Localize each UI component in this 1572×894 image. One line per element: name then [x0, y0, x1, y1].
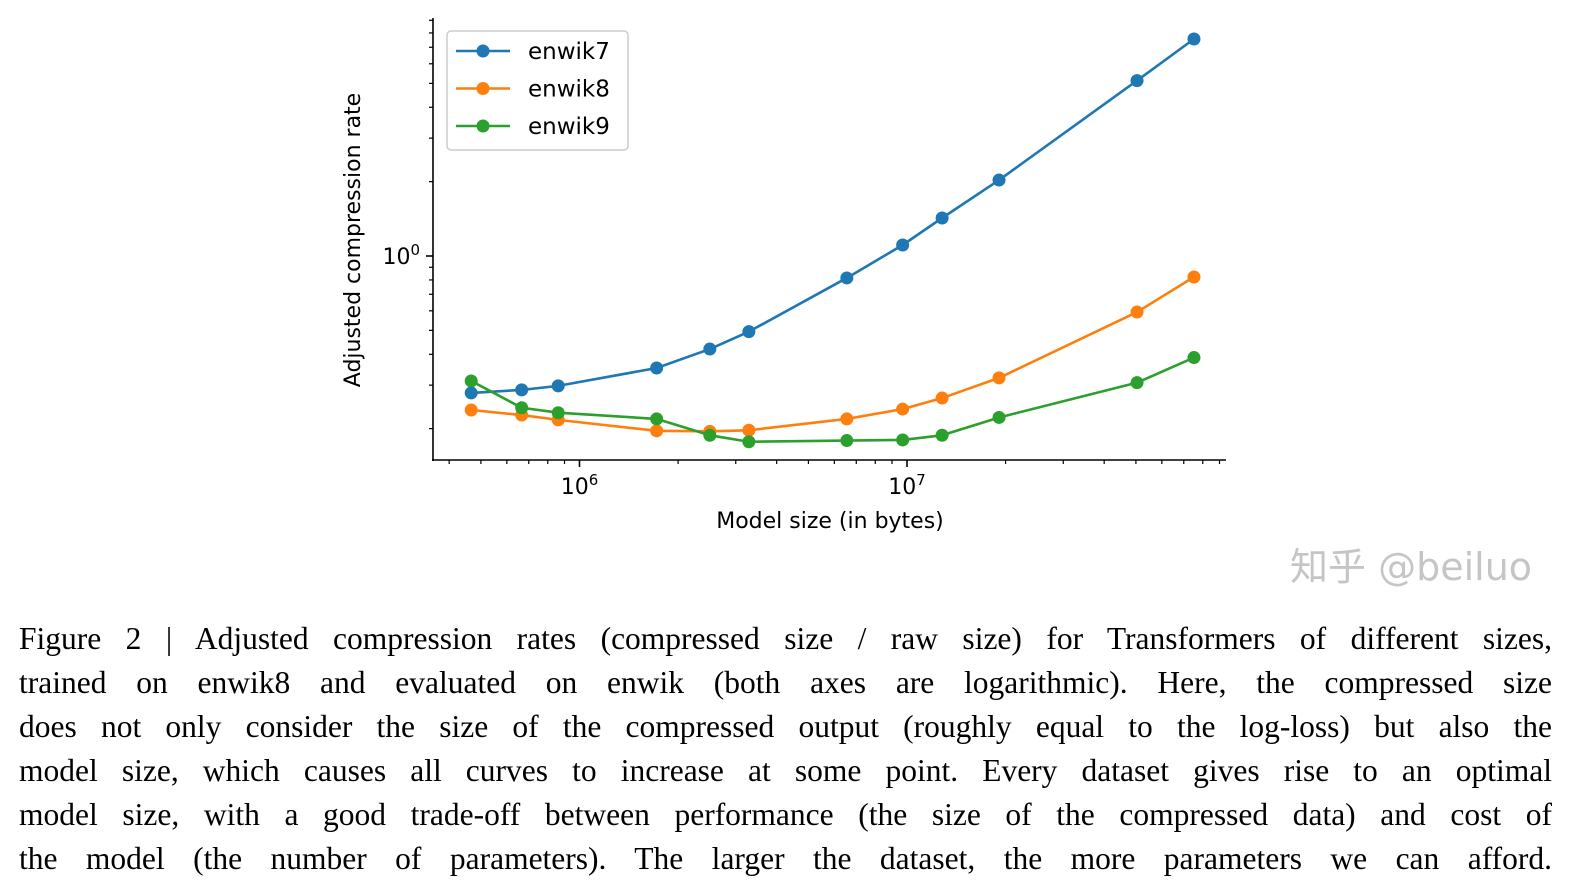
caption-line: the model (the number of parameters). Th… — [19, 841, 1552, 876]
data-point-enwik7 — [840, 271, 854, 285]
figure-caption: Figure 2 | Adjusted compression rates (c… — [19, 617, 1552, 881]
x-tick-label: 106 — [561, 471, 599, 500]
data-point-enwik8 — [840, 412, 854, 426]
x-tick-label-exponent: 7 — [916, 471, 926, 489]
data-point-enwik7 — [551, 379, 565, 393]
series-enwik8 — [464, 270, 1201, 438]
caption-line: does not only consider the size of the c… — [19, 709, 1552, 744]
data-point-enwik9 — [464, 374, 478, 388]
data-point-enwik8 — [896, 402, 910, 416]
data-point-enwik7 — [464, 386, 478, 400]
x-axis-label: Model size (in bytes) — [716, 509, 944, 534]
caption-line: trained on enwik8 and evaluated on enwik… — [19, 665, 1552, 700]
series-line-enwik8 — [471, 275, 1195, 433]
data-point-enwik7 — [935, 211, 949, 225]
data-point-enwik7 — [992, 173, 1006, 187]
data-point-enwik8 — [992, 371, 1006, 385]
data-point-enwik7 — [1187, 32, 1201, 46]
data-point-enwik9 — [703, 428, 717, 442]
caption-line: model size, which causes all curves to i… — [19, 753, 1552, 788]
caption-line: model size, with a good trade-off betwee… — [19, 797, 1552, 832]
data-point-enwik7 — [742, 325, 756, 339]
y-tick-label-base: 10 — [382, 245, 410, 270]
data-point-enwik9 — [896, 433, 910, 447]
x-tick-label: 107 — [888, 471, 926, 500]
data-point-enwik9 — [742, 435, 756, 449]
y-tick-label-exponent: 0 — [410, 241, 420, 259]
x-tick-label-base: 10 — [561, 475, 589, 500]
legend-label-enwik7: enwik7 — [528, 39, 610, 65]
legend-label-enwik9: enwik9 — [528, 114, 610, 140]
legend-marker-enwik7 — [476, 44, 490, 58]
data-point-enwik8 — [650, 424, 664, 438]
legend-marker-enwik8 — [476, 82, 490, 95]
data-point-enwik9 — [935, 428, 949, 442]
caption-line: Figure 2 | Adjusted compression rates (c… — [19, 621, 1552, 656]
data-point-enwik9 — [650, 412, 664, 426]
legend-label-enwik8: enwik8 — [528, 77, 610, 103]
data-point-enwik9 — [992, 410, 1006, 424]
data-point-enwik8 — [464, 403, 478, 417]
data-point-enwik9 — [1187, 351, 1201, 365]
data-point-enwik7 — [515, 383, 529, 397]
y-tick-label: 100 — [382, 241, 420, 270]
series-enwik9 — [464, 351, 1201, 449]
data-point-enwik9 — [551, 406, 565, 420]
data-point-enwik9 — [1130, 376, 1144, 390]
data-point-enwik8 — [935, 391, 949, 405]
data-point-enwik8 — [1187, 270, 1201, 284]
legend-frame — [446, 30, 629, 151]
data-point-enwik9 — [515, 401, 529, 415]
legend: enwik7 enwik8 enwik9 — [446, 30, 629, 151]
data-point-enwik7 — [650, 361, 664, 375]
data-point-enwik7 — [1130, 74, 1144, 88]
y-axis-label: Adjusted compression rate — [341, 93, 366, 387]
series-enwik7 — [464, 32, 1201, 400]
legend-marker-enwik9 — [476, 119, 490, 133]
x-tick-label-base: 10 — [888, 475, 916, 500]
series-line-enwik9 — [470, 356, 1195, 444]
data-point-enwik7 — [703, 342, 717, 356]
data-point-enwik8 — [1130, 305, 1144, 319]
series-group — [464, 32, 1201, 449]
x-tick-label-exponent: 6 — [589, 471, 599, 489]
data-point-enwik7 — [896, 238, 910, 252]
data-point-enwik9 — [840, 434, 854, 448]
data-point-enwik8 — [742, 423, 756, 437]
